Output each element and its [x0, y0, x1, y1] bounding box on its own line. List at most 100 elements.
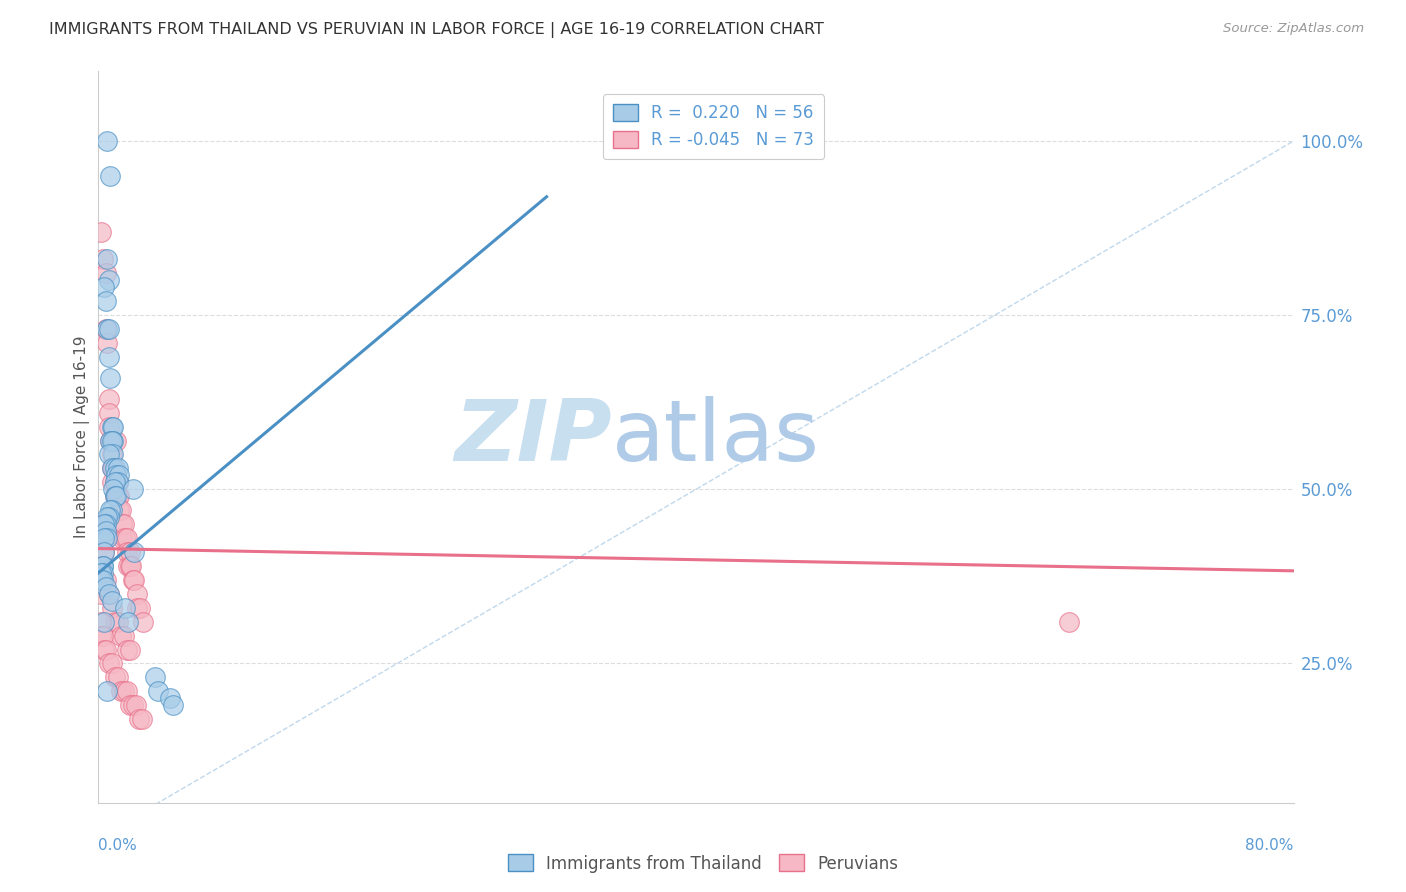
Point	[94, 580, 117, 594]
Point	[94, 524, 117, 538]
Point	[98, 169, 122, 183]
Point	[96, 510, 118, 524]
Point	[91, 573, 114, 587]
Point	[131, 712, 153, 726]
Text: atlas: atlas	[613, 395, 820, 479]
Point	[112, 517, 135, 532]
Point	[93, 517, 115, 532]
Point	[143, 670, 166, 684]
Point	[90, 225, 112, 239]
Point	[96, 134, 118, 148]
Text: IMMIGRANTS FROM THAILAND VS PERUVIAN IN LABOR FORCE | AGE 16-19 CORRELATION CHAR: IMMIGRANTS FROM THAILAND VS PERUVIAN IN …	[49, 22, 824, 38]
Point	[120, 558, 142, 573]
Point	[1059, 615, 1081, 629]
Point	[94, 517, 117, 532]
Point	[97, 273, 120, 287]
Point	[94, 266, 117, 280]
Point	[117, 615, 139, 629]
Point	[159, 691, 181, 706]
Point	[101, 600, 124, 615]
Point	[162, 698, 184, 713]
Point	[90, 587, 112, 601]
Point	[94, 642, 117, 657]
Point	[132, 615, 155, 629]
Point	[104, 489, 127, 503]
Point	[96, 531, 118, 545]
Text: ZIP: ZIP	[454, 395, 613, 479]
Point	[103, 483, 125, 497]
Point	[97, 448, 120, 462]
Point	[103, 419, 125, 434]
Legend: R =  0.220   N = 56, R = -0.045   N = 73: R = 0.220 N = 56, R = -0.045 N = 73	[603, 95, 824, 159]
Point	[124, 545, 146, 559]
Point	[101, 461, 124, 475]
Point	[96, 252, 118, 267]
Point	[101, 657, 124, 671]
Point	[115, 642, 138, 657]
Legend: Immigrants from Thailand, Peruvians: Immigrants from Thailand, Peruvians	[502, 847, 904, 880]
Point	[108, 468, 131, 483]
Point	[93, 545, 115, 559]
Point	[127, 600, 149, 615]
Text: 80.0%: 80.0%	[1246, 838, 1294, 854]
Point	[105, 468, 128, 483]
Point	[125, 698, 148, 713]
Point	[107, 615, 129, 629]
Point	[114, 600, 136, 615]
Point	[90, 615, 112, 629]
Point	[124, 573, 146, 587]
Point	[105, 434, 128, 448]
Point	[118, 642, 141, 657]
Point	[101, 594, 124, 608]
Point	[91, 629, 114, 643]
Point	[90, 517, 112, 532]
Point	[91, 517, 114, 532]
Point	[115, 684, 138, 698]
Point	[107, 489, 129, 503]
Point	[96, 684, 118, 698]
Point	[108, 503, 131, 517]
Point	[96, 322, 118, 336]
Point	[93, 615, 115, 629]
Point	[104, 475, 127, 490]
Point	[127, 587, 149, 601]
Point	[104, 670, 127, 684]
Point	[118, 698, 141, 713]
Point	[97, 350, 120, 364]
Point	[112, 629, 135, 643]
Point	[148, 684, 170, 698]
Point	[98, 503, 122, 517]
Point	[107, 670, 129, 684]
Point	[118, 558, 141, 573]
Point	[94, 573, 117, 587]
Point	[110, 503, 132, 517]
Point	[104, 489, 127, 503]
Point	[91, 573, 114, 587]
Point	[91, 558, 114, 573]
Point	[98, 434, 122, 448]
Point	[94, 322, 117, 336]
Point	[111, 517, 134, 532]
Point	[97, 587, 120, 601]
Point	[93, 280, 115, 294]
Point	[93, 642, 115, 657]
Point	[128, 712, 150, 726]
Point	[104, 475, 127, 490]
Point	[97, 406, 120, 420]
Point	[101, 475, 124, 490]
Point	[91, 558, 114, 573]
Point	[107, 475, 129, 490]
Point	[117, 558, 139, 573]
Point	[115, 531, 138, 545]
Point	[101, 434, 124, 448]
Point	[129, 600, 152, 615]
Point	[115, 545, 138, 559]
Point	[121, 483, 143, 497]
Point	[94, 531, 117, 545]
Point	[97, 657, 120, 671]
Point	[112, 684, 135, 698]
Point	[98, 371, 122, 385]
Point	[97, 510, 120, 524]
Point	[107, 461, 129, 475]
Point	[118, 545, 141, 559]
